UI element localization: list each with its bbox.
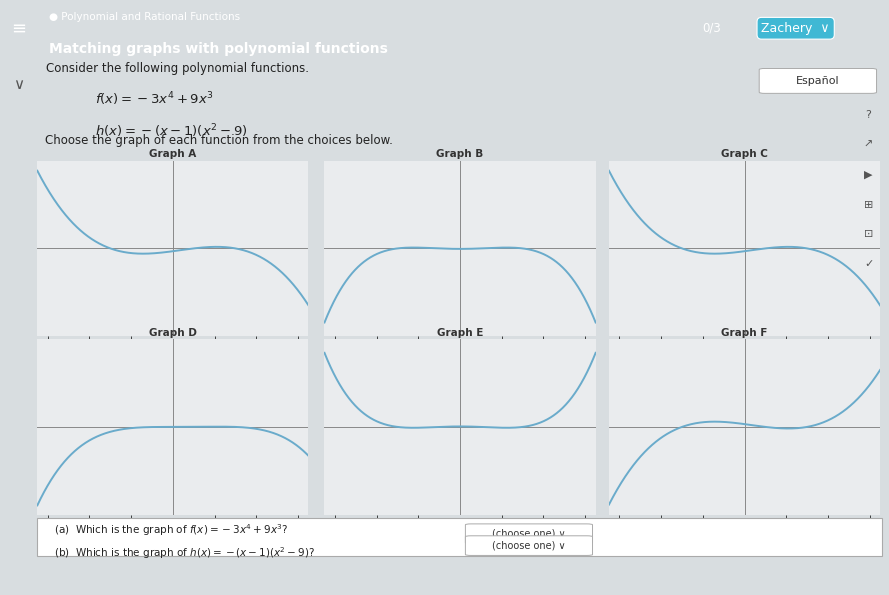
Text: ⊞: ⊞	[864, 200, 873, 209]
Text: 0/3: 0/3	[701, 22, 721, 35]
Text: Choose the graph of each function from the choices below.: Choose the graph of each function from t…	[45, 134, 393, 147]
Text: ▶: ▶	[864, 170, 873, 180]
Title: Graph E: Graph E	[436, 328, 484, 338]
FancyBboxPatch shape	[466, 524, 593, 544]
Text: ↗: ↗	[864, 140, 873, 150]
Text: Consider the following polynomial functions.: Consider the following polynomial functi…	[45, 62, 308, 76]
Text: Español: Español	[796, 76, 840, 86]
Text: ✓: ✓	[864, 259, 873, 269]
Text: (a)  Which is the graph of $f(x)=-3x^4+9x^3$?: (a) Which is the graph of $f(x)=-3x^4+9x…	[54, 522, 289, 538]
Title: Graph F: Graph F	[721, 328, 768, 338]
Text: (b)  Which is the graph of $h(x)=-(x-1)(x^2-9)$?: (b) Which is the graph of $h(x)=-(x-1)(x…	[54, 546, 316, 561]
FancyBboxPatch shape	[37, 518, 882, 556]
Text: ?: ?	[866, 111, 871, 120]
FancyBboxPatch shape	[466, 536, 593, 556]
Text: ∨: ∨	[13, 77, 24, 92]
Text: Zachery  ∨: Zachery ∨	[761, 22, 830, 35]
Title: Graph B: Graph B	[436, 149, 484, 159]
Title: Graph A: Graph A	[149, 149, 196, 159]
Title: Graph D: Graph D	[149, 328, 196, 338]
Text: (choose one) ∨: (choose one) ∨	[493, 541, 565, 550]
Text: Matching graphs with polynomial functions: Matching graphs with polynomial function…	[49, 42, 388, 57]
Text: (choose one) ∨: (choose one) ∨	[493, 529, 565, 538]
Title: Graph C: Graph C	[721, 149, 768, 159]
Text: ⊡: ⊡	[864, 230, 873, 239]
Text: $f(x)=-3x^4+9x^3$: $f(x)=-3x^4+9x^3$	[94, 90, 213, 108]
Text: ≡: ≡	[11, 19, 27, 37]
Text: ● Polynomial and Rational Functions: ● Polynomial and Rational Functions	[49, 12, 240, 23]
Text: $h(x)=-(x-1)(x^2-9)$: $h(x)=-(x-1)(x^2-9)$	[94, 122, 247, 140]
FancyBboxPatch shape	[759, 68, 877, 93]
